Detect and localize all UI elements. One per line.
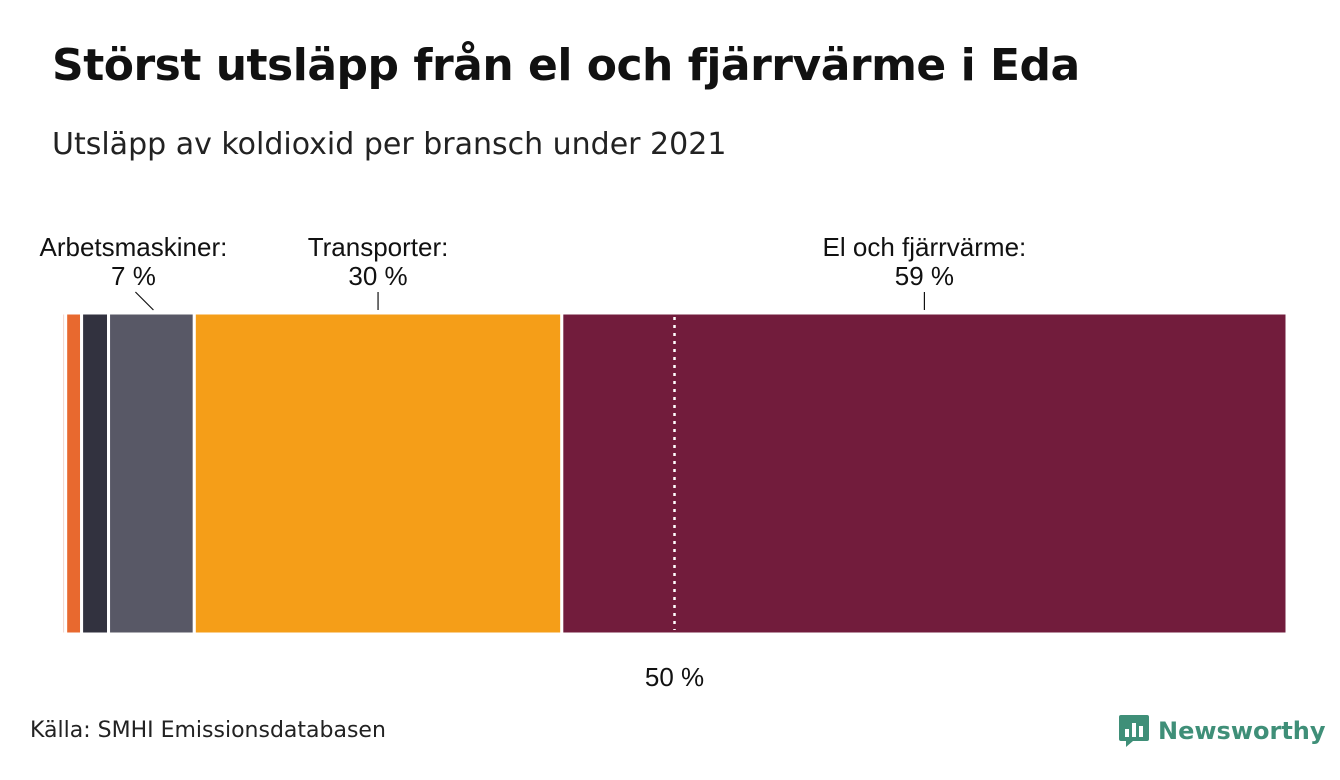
brand-logo: Newsworthy [1118, 714, 1326, 748]
bar-segment-4 [107, 311, 196, 636]
bar-segment-6 [560, 311, 1289, 636]
brand-name: Newsworthy [1158, 717, 1326, 745]
segment-label-6: El och fjärrvärme: [823, 232, 1027, 262]
stacked-bar-chart: 50 % Arbetsmaskiner:7 % Transporter:30 % E… [40, 232, 1289, 692]
segment-label-5: Transporter: [308, 232, 449, 262]
segment-value-label-6: 59 % [895, 261, 954, 291]
segment-value-label-5: 30 % [348, 261, 407, 291]
segment-leader-line-4 [135, 291, 154, 311]
segment-labels: Arbetsmaskiner:7 % Transporter:30 % El och… [40, 232, 1027, 311]
bar-segments [60, 311, 1289, 636]
segment-value-label-4: 7 % [111, 261, 156, 291]
bar-segment-2 [64, 311, 84, 636]
chart-subtitle: Utsläpp av koldioxid per bransch under 2… [52, 127, 727, 162]
newsworthy-logo-icon [1119, 715, 1149, 747]
segment-label-4: Arbetsmaskiner: [40, 232, 228, 262]
reference-line-label: 50 % [645, 662, 704, 692]
bar-segment-5 [192, 311, 564, 636]
source-note: Källa: SMHI Emissionsdatabasen [30, 718, 386, 743]
chart-title: Störst utsläpp från el och fjärrvärme i … [52, 40, 1080, 91]
bar-segment-3 [80, 311, 111, 636]
